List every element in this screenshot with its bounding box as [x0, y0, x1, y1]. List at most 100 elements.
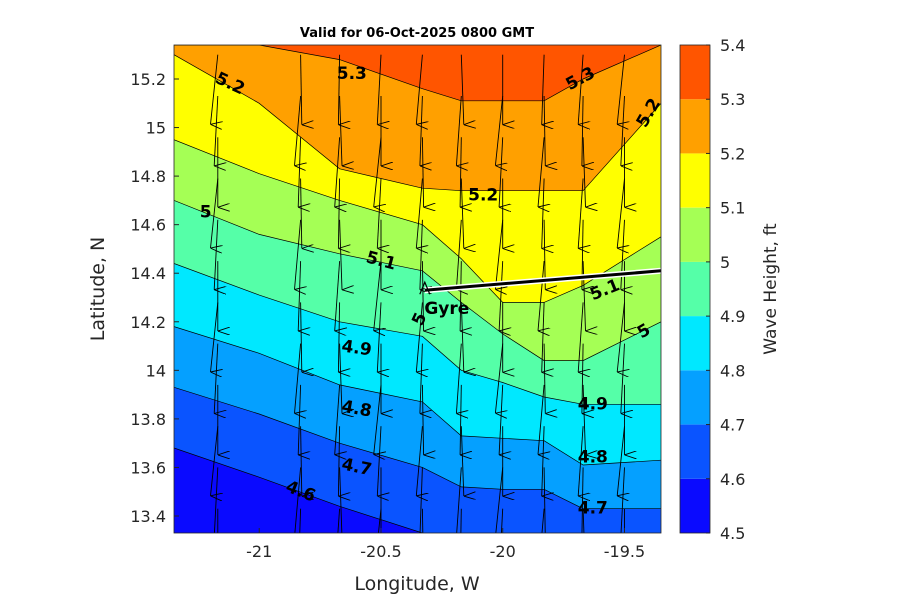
- vector-arrow: [210, 54, 218, 125]
- vector-arrow: [213, 343, 218, 414]
- x-tick-label: -19.5: [604, 542, 645, 561]
- vector-arrow: [460, 508, 462, 533]
- colorbar-swatch: [680, 316, 710, 371]
- vector-arrow: [421, 508, 424, 533]
- vector-arrow: [543, 467, 546, 533]
- y-tick-label: 15.2: [130, 70, 166, 89]
- vector-arrow: [537, 261, 544, 331]
- vector-arrow: [459, 261, 461, 331]
- track-line: [424, 269, 661, 292]
- vector-arrow: [460, 302, 464, 372]
- vector-arrow: [616, 54, 624, 125]
- contour-label: 5: [200, 203, 212, 223]
- x-tick-label: -20.5: [360, 542, 401, 561]
- vector-arrow: [373, 384, 381, 455]
- x-tick-label: -21: [246, 542, 272, 561]
- vector-arrow: [494, 343, 502, 414]
- track-label: Gyre: [424, 299, 469, 319]
- vector-arrow: [300, 178, 302, 249]
- colorbar-tick-label: 4.7: [720, 416, 745, 435]
- vector-arrow: [455, 219, 461, 290]
- vector-arrow: [210, 178, 218, 249]
- y-tick-label: 13.6: [130, 458, 166, 477]
- colorbar-tick-label: 5.3: [720, 90, 745, 109]
- vector-arrow: [577, 178, 583, 249]
- vector-arrow: [616, 178, 624, 249]
- vector-arrow: [376, 178, 381, 249]
- vector-arrow: [294, 343, 301, 414]
- vector-arrow: [376, 302, 381, 372]
- track-start-marker: [419, 280, 431, 295]
- vector-arrow: [495, 467, 504, 533]
- contour-fills: [174, 45, 661, 533]
- vector-arrow: [294, 95, 301, 166]
- colorbar-tick-label: 5: [720, 253, 730, 272]
- vector-arrow: [334, 261, 340, 331]
- colorbar: 4.5 4.6 4.7 4.8 4.9 5 5.1 5.2 5.3 5.4: [679, 36, 745, 543]
- y-axis-ticks: 13.4 13.6 13.8 14 14.2 14.4 14.6 14.8 15 15.2: [130, 70, 179, 526]
- vector-arrow: [494, 95, 502, 166]
- contour-label: 4.8: [578, 448, 608, 468]
- vector-arrow: [541, 302, 544, 372]
- colorbar-tick-label: 4.8: [720, 361, 745, 380]
- contour-line-4.9: [174, 263, 661, 405]
- colorbar-swatch: [680, 424, 710, 479]
- y-axis-label: Latitude, N: [87, 237, 109, 342]
- vector-arrow: [294, 467, 302, 533]
- colorbar-tick-label: 5.2: [720, 144, 745, 163]
- vector-arrow: [213, 95, 218, 166]
- vector-arrow: [537, 384, 544, 455]
- vector-arrow: [337, 426, 339, 496]
- vector-arrow: [498, 261, 503, 331]
- vector-arrow: [616, 302, 624, 372]
- vector-arrow: [419, 219, 423, 290]
- colorbar-swatch: [680, 370, 710, 425]
- vector-arrow: [419, 95, 423, 166]
- vector-arrow: [210, 302, 218, 372]
- colorbar-frame: [679, 44, 711, 534]
- vector-arrow: [620, 343, 625, 414]
- vector-arrow: [421, 261, 423, 331]
- colorbar-swatch: [680, 45, 710, 100]
- vector-arrow: [376, 54, 381, 125]
- vector-arrow: [498, 137, 503, 207]
- vector-arrow: [415, 54, 422, 125]
- vector-arrow: [541, 426, 544, 496]
- colorbar-swatch: [680, 478, 710, 533]
- colorbar-swatch: [680, 153, 710, 208]
- vector-arrow: [334, 384, 340, 455]
- plot-area: 5.3 5.35.25.25.255.15.1554.94.94.84.84.74…: [173, 44, 665, 534]
- vector-arrow: [339, 219, 342, 290]
- vector-arrow: [582, 384, 585, 455]
- vector-arrow: [337, 178, 339, 249]
- contour-band-5.3: [174, 45, 661, 101]
- vector-arrow: [415, 302, 422, 372]
- vector-arrow: [339, 343, 342, 414]
- vector-arrow: [415, 426, 422, 496]
- storm-track: [419, 267, 661, 295]
- vector-arrow: [300, 302, 302, 372]
- y-tick-label: 14.8: [130, 167, 166, 186]
- vector-arrow: [459, 384, 461, 455]
- vector-arrow: [339, 95, 342, 166]
- y-tick-label: 15: [146, 119, 166, 138]
- vector-arrow: [460, 426, 464, 496]
- vector-arrow: [459, 137, 461, 207]
- vector-arrow: [297, 261, 300, 331]
- y-tick-label: 14.2: [130, 313, 166, 332]
- vector-arrow: [373, 261, 381, 331]
- vector-arrow: [581, 95, 583, 166]
- vector-arrow: [377, 508, 382, 533]
- vector-arrow: [419, 467, 423, 533]
- vector-arrow: [460, 54, 464, 125]
- colorbar-swatch: [680, 261, 710, 317]
- colorbar-tick-label: 5.4: [720, 36, 745, 55]
- contour-line-4.7: [174, 386, 661, 510]
- vector-arrow: [543, 343, 545, 414]
- vector-arrow: [373, 137, 381, 207]
- vector-arrow: [421, 384, 423, 455]
- vector-arrow: [455, 95, 461, 166]
- colorbar-swatch: [680, 207, 710, 262]
- vector-arrow: [541, 508, 545, 533]
- y-tick-label: 13.4: [130, 507, 166, 526]
